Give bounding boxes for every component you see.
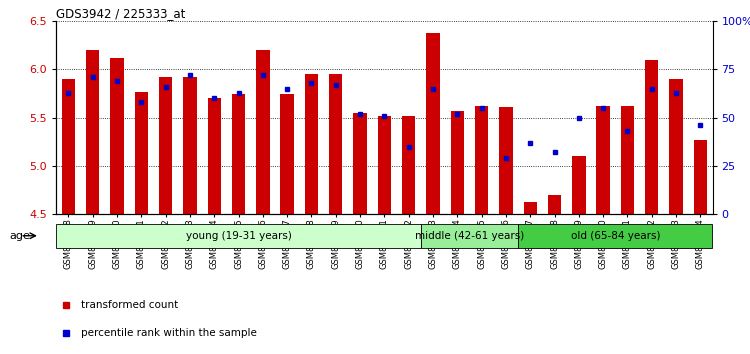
Bar (500, 107, 512, 214)
Bar (329, 74, 343, 214)
Bar (572, 156, 586, 214)
Text: transformed count: transformed count (81, 299, 178, 310)
Text: old (65-84 years): old (65-84 years) (571, 231, 660, 241)
Text: young (19-31 years): young (19-31 years) (185, 231, 292, 241)
Bar (645, 60, 658, 214)
Text: age: age (9, 231, 30, 241)
Bar (378, 116, 391, 214)
Bar (56, 224, 421, 248)
Bar (694, 140, 707, 214)
Bar (135, 92, 148, 214)
Bar (304, 74, 318, 214)
Bar (86, 50, 100, 214)
Bar (183, 77, 196, 214)
Text: percentile rank within the sample: percentile rank within the sample (81, 327, 257, 338)
Text: middle (42-61 years): middle (42-61 years) (415, 231, 524, 241)
Bar (280, 93, 294, 214)
Bar (475, 106, 488, 214)
Bar (596, 106, 610, 214)
Bar (353, 113, 367, 214)
Bar (159, 77, 172, 214)
Bar (208, 98, 221, 214)
Bar (256, 50, 269, 214)
Bar (402, 116, 416, 214)
Bar (669, 79, 682, 214)
Bar (524, 202, 537, 214)
Bar (232, 93, 245, 214)
Bar (621, 106, 634, 214)
Bar (421, 224, 518, 248)
Bar (426, 33, 439, 214)
Bar (451, 111, 464, 214)
Bar (548, 195, 561, 214)
Bar (62, 79, 75, 214)
Bar (518, 224, 712, 248)
Bar (110, 58, 124, 214)
Text: GDS3942 / 225333_at: GDS3942 / 225333_at (56, 7, 186, 20)
